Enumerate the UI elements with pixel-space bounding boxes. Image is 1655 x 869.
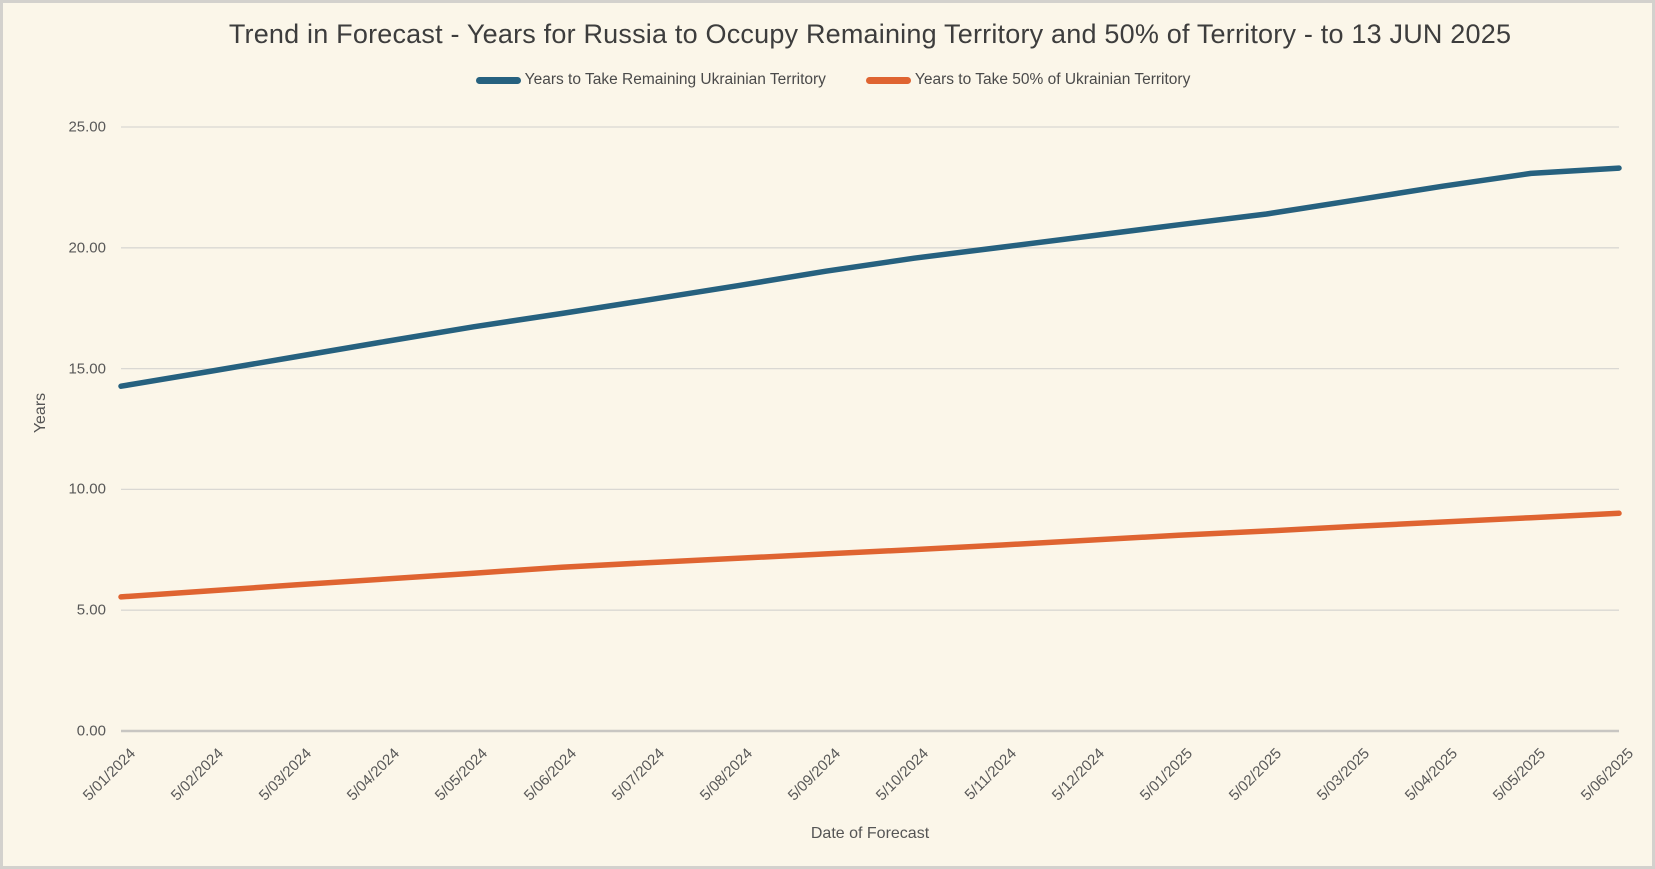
y-tick-label: 0.00: [76, 722, 106, 740]
y-tick-label: 20.00: [68, 239, 106, 257]
plot-area: [118, 126, 1622, 733]
legend-swatch-50pct-territory-icon: [865, 76, 911, 84]
legend-item-remaining-territory: Years to Take Remaining Ukrainian Territ…: [475, 71, 826, 89]
y-tick-label: 5.00: [76, 601, 106, 619]
x-axis-title: Date of Forecast: [810, 825, 930, 842]
y-tick-label: 15.00: [68, 360, 106, 378]
legend-swatch-remaining-territory-icon: [475, 76, 521, 84]
chart-title: Trend in Forecast - Years for Russia to …: [228, 19, 1512, 49]
legend-label-remaining-territory: Years to Take Remaining Ukrainian Territ…: [524, 71, 826, 88]
legend-item-50pct-territory: Years to Take 50% of Ukrainian Territory: [865, 71, 1191, 89]
y-axis-title: Years: [32, 392, 49, 434]
series-line-50pct-territory: [118, 510, 1622, 600]
series-line-remaining-territory: [118, 165, 1622, 389]
chart-legend: Years to Take Remaining Ukrainian Territ…: [3, 71, 1652, 89]
y-tick-label: 25.00: [68, 118, 106, 136]
y-tick-label: 10.00: [68, 480, 106, 498]
legend-label-50pct-territory: Years to Take 50% of Ukrainian Territory: [914, 71, 1191, 88]
